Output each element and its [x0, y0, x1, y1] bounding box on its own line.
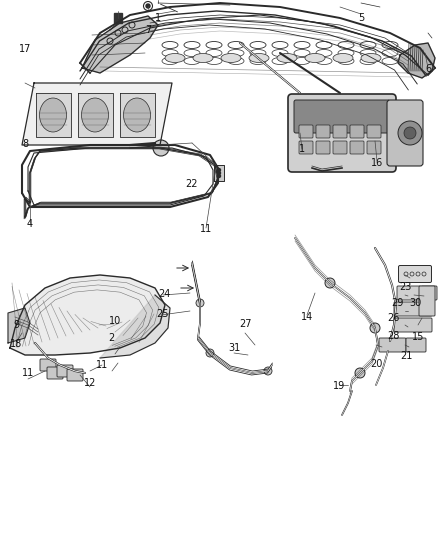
Polygon shape — [8, 308, 30, 343]
Text: 20: 20 — [371, 359, 383, 368]
FancyBboxPatch shape — [394, 318, 432, 332]
Circle shape — [218, 168, 220, 172]
FancyBboxPatch shape — [57, 365, 73, 377]
Text: 27: 27 — [239, 319, 251, 329]
Ellipse shape — [249, 53, 269, 62]
Text: 18: 18 — [10, 339, 22, 349]
FancyBboxPatch shape — [288, 94, 396, 172]
Circle shape — [196, 299, 204, 307]
Circle shape — [355, 368, 365, 378]
FancyBboxPatch shape — [67, 369, 83, 381]
Polygon shape — [100, 295, 170, 358]
FancyBboxPatch shape — [333, 141, 347, 154]
Polygon shape — [36, 93, 71, 137]
FancyBboxPatch shape — [421, 286, 437, 300]
Text: 10: 10 — [109, 316, 121, 326]
Circle shape — [325, 278, 335, 288]
FancyBboxPatch shape — [379, 338, 406, 352]
Circle shape — [218, 172, 220, 174]
Text: 4: 4 — [27, 219, 33, 229]
Text: 15: 15 — [412, 332, 424, 342]
Circle shape — [218, 174, 220, 177]
Ellipse shape — [124, 98, 151, 132]
Text: 25: 25 — [156, 310, 168, 319]
Text: 16: 16 — [371, 158, 384, 167]
Text: 19: 19 — [333, 382, 346, 391]
Text: 11: 11 — [95, 360, 108, 370]
Text: 26: 26 — [387, 313, 399, 323]
Text: 11: 11 — [200, 224, 212, 234]
Text: 11: 11 — [22, 368, 35, 378]
Text: 7: 7 — [145, 25, 151, 35]
Circle shape — [146, 4, 150, 8]
Text: 17: 17 — [19, 44, 32, 54]
FancyBboxPatch shape — [47, 367, 63, 379]
FancyBboxPatch shape — [294, 100, 390, 133]
Text: 24: 24 — [158, 289, 170, 299]
Polygon shape — [114, 13, 122, 23]
FancyBboxPatch shape — [350, 141, 364, 154]
Circle shape — [404, 127, 416, 139]
FancyBboxPatch shape — [333, 125, 347, 138]
Text: 2: 2 — [109, 334, 115, 343]
Circle shape — [206, 349, 214, 357]
Ellipse shape — [81, 98, 109, 132]
Text: 5: 5 — [358, 13, 364, 22]
Text: 21: 21 — [400, 351, 413, 361]
Text: 1: 1 — [155, 13, 161, 22]
Text: 12: 12 — [84, 378, 96, 387]
Circle shape — [264, 367, 272, 375]
Text: 9: 9 — [14, 320, 20, 330]
FancyBboxPatch shape — [419, 286, 435, 316]
Text: 8: 8 — [22, 139, 28, 149]
FancyBboxPatch shape — [367, 125, 381, 138]
FancyBboxPatch shape — [299, 141, 313, 154]
FancyBboxPatch shape — [399, 265, 431, 282]
Ellipse shape — [165, 53, 185, 62]
Ellipse shape — [221, 53, 241, 62]
Polygon shape — [10, 275, 165, 355]
FancyBboxPatch shape — [299, 125, 313, 138]
Ellipse shape — [333, 53, 353, 62]
Circle shape — [398, 121, 422, 145]
Polygon shape — [82, 16, 158, 73]
Circle shape — [153, 140, 169, 156]
Text: 28: 28 — [387, 331, 399, 341]
FancyBboxPatch shape — [350, 125, 364, 138]
Text: 22: 22 — [186, 179, 198, 189]
FancyBboxPatch shape — [406, 338, 426, 352]
Text: 30: 30 — [409, 298, 421, 308]
FancyBboxPatch shape — [316, 125, 330, 138]
FancyBboxPatch shape — [367, 141, 381, 154]
FancyBboxPatch shape — [394, 302, 432, 316]
Polygon shape — [120, 93, 155, 137]
FancyBboxPatch shape — [316, 141, 330, 154]
Ellipse shape — [305, 53, 325, 62]
FancyBboxPatch shape — [40, 359, 56, 371]
Ellipse shape — [277, 53, 297, 62]
Text: 29: 29 — [392, 298, 404, 308]
Text: 6: 6 — [425, 64, 431, 74]
Polygon shape — [22, 83, 172, 145]
Ellipse shape — [193, 53, 213, 62]
Polygon shape — [214, 165, 224, 181]
Polygon shape — [398, 43, 435, 78]
Text: 23: 23 — [399, 282, 411, 292]
Circle shape — [144, 2, 152, 11]
FancyBboxPatch shape — [387, 100, 423, 166]
FancyBboxPatch shape — [397, 286, 421, 300]
Text: 14: 14 — [300, 312, 313, 322]
Circle shape — [370, 323, 380, 333]
Text: 1: 1 — [299, 144, 305, 154]
Polygon shape — [78, 93, 113, 137]
Ellipse shape — [39, 98, 67, 132]
Text: 31: 31 — [228, 343, 240, 352]
Ellipse shape — [361, 53, 381, 62]
